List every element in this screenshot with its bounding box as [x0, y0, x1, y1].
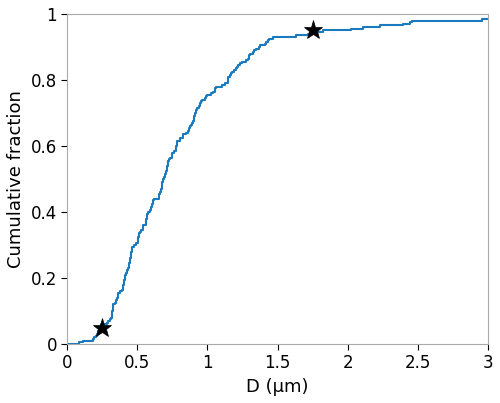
X-axis label: D (μm): D (μm): [246, 378, 309, 396]
Y-axis label: Cumulative fraction: Cumulative fraction: [7, 90, 25, 268]
